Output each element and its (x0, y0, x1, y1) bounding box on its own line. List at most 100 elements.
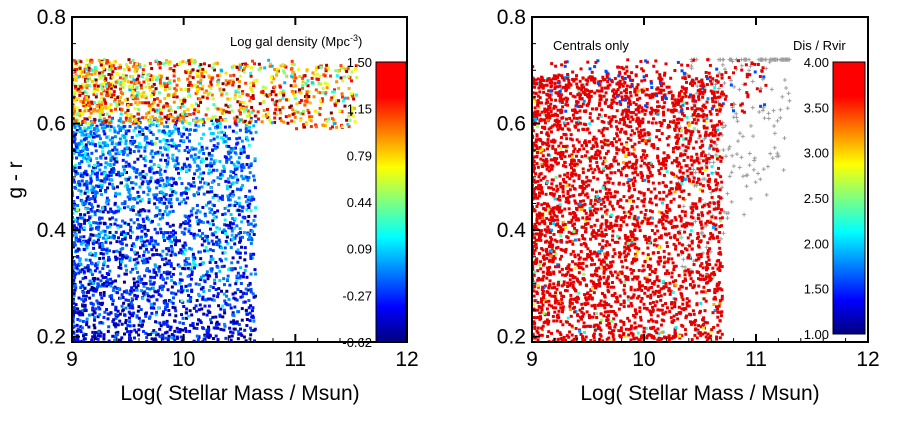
scatter-point (582, 85, 586, 89)
scatter-point (239, 266, 243, 270)
scatter-point (107, 325, 111, 329)
scatter-point (571, 184, 575, 188)
scatter-point (140, 324, 144, 328)
scatter-point (158, 321, 162, 325)
scatter-point (195, 116, 199, 120)
scatter-point (98, 112, 102, 116)
scatter-point (683, 214, 687, 218)
scatter-point (118, 107, 122, 111)
scatter-point (103, 208, 107, 212)
scatter-point (112, 126, 116, 130)
scatter-point (103, 233, 107, 237)
scatter-point (218, 125, 222, 129)
scatter-point (112, 162, 116, 166)
scatter-point (142, 157, 146, 161)
scatter-point (116, 81, 120, 85)
scatter-point (571, 283, 575, 287)
scatter-point (156, 242, 160, 246)
scatter-point (140, 235, 144, 239)
scatter-point (239, 332, 243, 336)
scatter-point (123, 206, 127, 210)
scatter-point (563, 124, 567, 128)
scatter-point (674, 297, 678, 301)
scatter-point (130, 84, 134, 88)
scatter-point (695, 336, 699, 340)
scatter-point (586, 79, 590, 83)
scatter-point (77, 188, 81, 192)
scatter-point (335, 98, 339, 102)
scatter-point (615, 132, 619, 136)
scatter-point (139, 154, 143, 158)
scatter-point (138, 126, 142, 130)
scatter-point (139, 176, 143, 180)
scatter-point (169, 66, 173, 70)
scatter-point (169, 325, 173, 329)
scatter-point (94, 287, 98, 291)
scatter-point (98, 137, 102, 141)
scatter-point (245, 318, 249, 322)
scatter-point (233, 204, 237, 208)
scatter-point (73, 310, 77, 314)
scatter-point (237, 156, 241, 160)
scatter-point (98, 334, 102, 338)
scatter-point (103, 260, 107, 264)
scatter-point (533, 326, 537, 330)
scatter-cross (748, 196, 753, 201)
scatter-point (642, 193, 646, 197)
scatter-point (181, 328, 185, 332)
scatter-point (154, 180, 158, 184)
scatter-point (276, 69, 280, 73)
scatter-point (200, 307, 204, 311)
scatter-point (341, 66, 345, 70)
scatter-point (229, 306, 233, 310)
scatter-point (97, 301, 101, 305)
scatter-point (78, 258, 82, 262)
scatter-point (108, 225, 112, 229)
scatter-point (219, 307, 223, 311)
scatter-point (706, 337, 710, 341)
scatter-point (97, 330, 101, 334)
scatter-point (122, 301, 126, 305)
scatter-point (152, 193, 156, 197)
scatter-point (76, 317, 80, 321)
scatter-point (92, 100, 96, 104)
scatter-point (172, 93, 176, 97)
scatter-point (73, 70, 77, 74)
scatter-point (209, 267, 213, 271)
scatter-point (162, 322, 166, 326)
scatter-point (121, 152, 125, 156)
scatter-point (216, 131, 220, 135)
scatter-point (532, 280, 535, 284)
scatter-point (145, 286, 149, 290)
scatter-point (81, 100, 85, 104)
scatter-point (175, 335, 179, 339)
scatter-point (175, 118, 179, 122)
scatter-point (338, 109, 342, 113)
scatter-point (172, 74, 176, 78)
scatter-point (240, 235, 244, 239)
scatter-point (135, 201, 139, 205)
scatter-point (167, 143, 171, 147)
scatter-cross (695, 84, 700, 89)
scatter-point (92, 186, 96, 190)
scatter-point (301, 80, 305, 84)
scatter-point (220, 93, 224, 97)
scatter-point (315, 77, 319, 81)
scatter-point (167, 121, 171, 125)
scatter-point (650, 335, 654, 339)
scatter-point (125, 171, 129, 175)
scatter-point (116, 205, 120, 209)
scatter-point (131, 242, 135, 246)
scatter-point (188, 165, 192, 169)
scatter-cross (782, 136, 787, 141)
scatter-point (625, 223, 629, 227)
scatter-point (249, 287, 253, 291)
scatter-point (124, 74, 128, 78)
scatter-point (687, 124, 691, 128)
scatter-point (305, 68, 309, 72)
scatter-point (108, 231, 112, 235)
scatter-point (222, 164, 226, 168)
scatter-point (111, 155, 115, 159)
scatter-point (175, 156, 179, 160)
scatter-point (660, 308, 664, 312)
